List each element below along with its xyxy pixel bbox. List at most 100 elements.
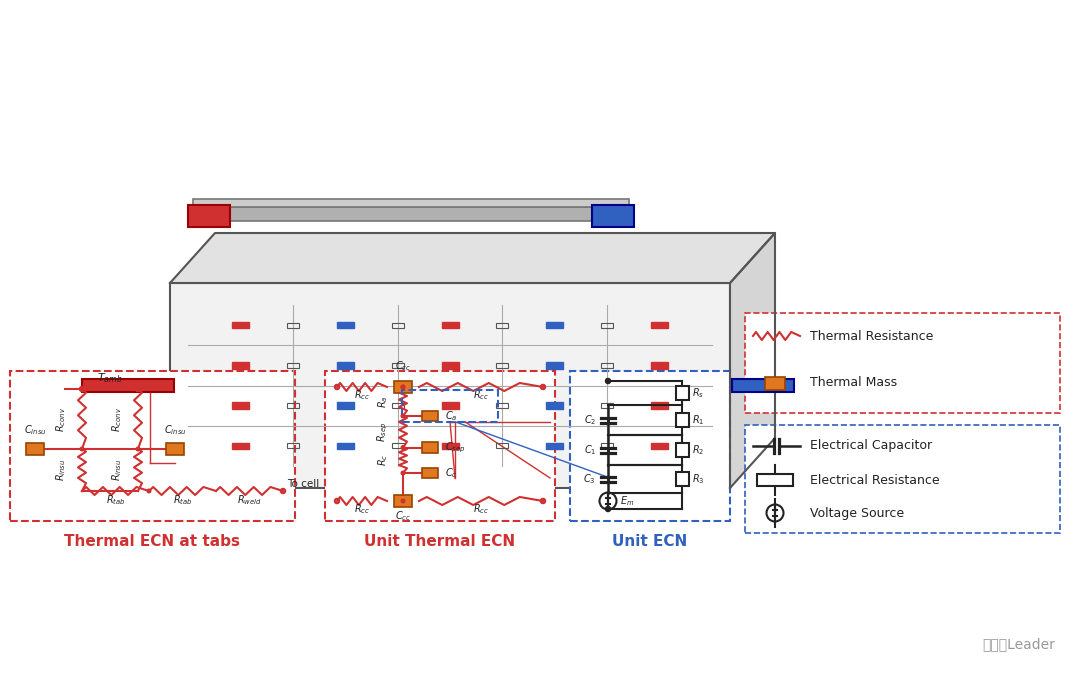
Bar <box>232 362 248 369</box>
Bar <box>675 443 689 457</box>
Text: $R_{sep}$: $R_{sep}$ <box>376 421 390 442</box>
Bar <box>26 443 44 455</box>
Text: 新能源Leader: 新能源Leader <box>982 637 1055 651</box>
Circle shape <box>401 471 405 474</box>
Bar <box>337 402 354 409</box>
Bar <box>651 322 669 328</box>
FancyBboxPatch shape <box>10 371 295 521</box>
Circle shape <box>136 447 139 451</box>
Text: $C_{insu}$: $C_{insu}$ <box>164 423 186 437</box>
Bar <box>546 443 564 449</box>
Text: $R_{cc}$: $R_{cc}$ <box>473 388 489 402</box>
Bar <box>392 403 404 408</box>
Text: Unit Thermal ECN: Unit Thermal ECN <box>364 534 515 549</box>
Bar <box>232 443 248 449</box>
FancyBboxPatch shape <box>745 425 1059 533</box>
Bar <box>602 444 613 448</box>
Text: Voltage Source: Voltage Source <box>810 507 904 520</box>
Text: $E_m$: $E_m$ <box>620 494 634 508</box>
Polygon shape <box>170 233 775 283</box>
Text: $R_{cc}$: $R_{cc}$ <box>354 388 370 402</box>
Bar <box>422 468 438 479</box>
Bar <box>675 386 689 400</box>
Bar <box>497 363 509 368</box>
Circle shape <box>80 447 84 451</box>
Text: Electrical Resistance: Electrical Resistance <box>810 474 940 487</box>
Text: $C_a$: $C_a$ <box>445 409 458 423</box>
Text: $R_{cc}$: $R_{cc}$ <box>473 502 489 516</box>
Polygon shape <box>730 233 775 488</box>
Text: $C_{cc}$: $C_{cc}$ <box>395 509 411 523</box>
Text: $R_{insu}$: $R_{insu}$ <box>110 459 124 481</box>
Text: $R_c$: $R_c$ <box>376 454 390 466</box>
Bar <box>651 443 669 449</box>
Text: $C_c$: $C_c$ <box>445 466 458 480</box>
Bar <box>337 322 354 328</box>
Circle shape <box>401 499 405 503</box>
Bar <box>651 362 669 369</box>
Bar <box>442 362 459 369</box>
FancyBboxPatch shape <box>745 313 1059 413</box>
Bar <box>287 403 299 408</box>
Bar <box>497 403 509 408</box>
Bar <box>675 472 689 486</box>
Circle shape <box>401 385 405 389</box>
Bar <box>497 322 509 328</box>
Bar <box>442 402 459 409</box>
Bar <box>602 322 613 328</box>
Circle shape <box>401 446 405 450</box>
Text: $C_{cc}$: $C_{cc}$ <box>395 359 411 373</box>
Bar <box>602 363 613 368</box>
Text: $T_{amb}$: $T_{amb}$ <box>97 371 123 385</box>
FancyBboxPatch shape <box>570 371 730 521</box>
Text: $R_3$: $R_3$ <box>692 472 704 486</box>
Bar <box>546 322 564 328</box>
Bar <box>287 363 299 368</box>
Bar <box>287 322 299 328</box>
Text: To cell: To cell <box>287 479 320 489</box>
Text: $R_{conv}$: $R_{conv}$ <box>54 406 68 431</box>
Bar <box>82 379 174 392</box>
Bar <box>732 379 794 392</box>
Bar <box>392 444 404 448</box>
Circle shape <box>401 414 405 418</box>
Bar <box>392 363 404 368</box>
Text: Thermal Resistance: Thermal Resistance <box>810 330 933 343</box>
Bar <box>287 444 299 448</box>
Bar <box>394 495 411 507</box>
Circle shape <box>147 489 151 493</box>
Text: $C_{sep}$: $C_{sep}$ <box>445 440 465 455</box>
Bar <box>602 403 613 408</box>
Bar <box>422 442 438 453</box>
Bar <box>442 443 459 449</box>
Text: $R_{insu}$: $R_{insu}$ <box>54 459 68 481</box>
Text: $C_2$: $C_2$ <box>583 413 596 427</box>
Bar <box>232 322 248 328</box>
Bar <box>546 402 564 409</box>
Bar <box>392 322 404 328</box>
Text: $C_3$: $C_3$ <box>583 472 596 486</box>
Text: Unit ECN: Unit ECN <box>612 534 688 549</box>
Bar <box>232 402 248 409</box>
Bar <box>188 205 229 227</box>
Bar <box>592 205 634 227</box>
Text: $R_{conv}$: $R_{conv}$ <box>110 406 124 431</box>
Bar <box>192 199 630 207</box>
Text: Electrical Capacitor: Electrical Capacitor <box>810 439 932 452</box>
Text: Thermal Mass: Thermal Mass <box>810 376 897 390</box>
Bar <box>765 376 785 390</box>
Bar <box>497 444 509 448</box>
Bar <box>337 362 354 369</box>
Bar <box>422 411 438 421</box>
Bar <box>192 207 630 221</box>
Bar <box>166 443 184 455</box>
Text: $R_a$: $R_a$ <box>376 395 390 408</box>
Text: Thermal ECN at tabs: Thermal ECN at tabs <box>65 534 241 549</box>
Bar <box>757 474 793 486</box>
Bar <box>394 381 411 393</box>
Text: $R_{tab}$: $R_{tab}$ <box>106 493 125 507</box>
Text: $C_1$: $C_1$ <box>583 443 596 457</box>
Bar <box>337 443 354 449</box>
Text: $C_{insu}$: $C_{insu}$ <box>24 423 46 437</box>
Bar <box>675 413 689 427</box>
